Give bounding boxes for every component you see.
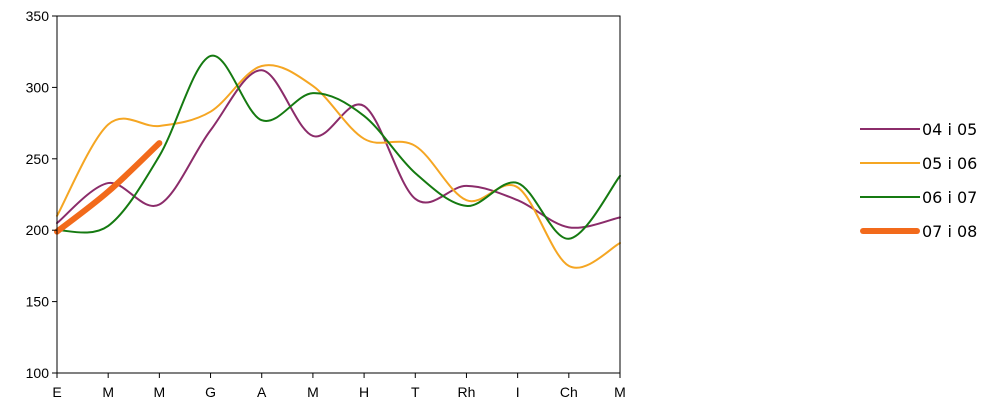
series-line-4 xyxy=(54,140,163,235)
x-tick-label: Ch xyxy=(560,384,578,400)
plot-frame xyxy=(56,15,621,374)
legend-swatch xyxy=(860,226,920,236)
y-tick-label: 350 xyxy=(26,8,50,24)
legend-item: 04 i 05 xyxy=(860,112,977,146)
legend-item: 07 i 08 xyxy=(860,214,977,248)
x-tick-label: M xyxy=(307,384,319,400)
series-line-2 xyxy=(56,64,621,269)
x-tick-label: T xyxy=(411,384,420,400)
x-tick-label: M xyxy=(154,384,166,400)
legend-swatch xyxy=(860,192,920,202)
y-tick-label: 200 xyxy=(26,222,50,238)
x-tick-label: E xyxy=(52,384,61,400)
y-tick-label: 100 xyxy=(26,365,50,381)
legend-label: 07 i 08 xyxy=(922,221,978,241)
y-tick-label: 250 xyxy=(26,151,50,167)
legend-label: 04 i 05 xyxy=(922,119,978,139)
series-line-3 xyxy=(56,54,621,240)
x-tick-label: I xyxy=(516,384,520,400)
legend-label: 06 i 07 xyxy=(922,187,978,207)
legend: 04 i 05 05 i 06 06 i 07 07 i 08 xyxy=(860,112,977,248)
x-tick-label: G xyxy=(205,384,216,400)
legend-label: 05 i 06 xyxy=(922,153,978,173)
legend-item: 06 i 07 xyxy=(860,180,977,214)
x-tick-label: Rh xyxy=(458,384,476,400)
x-tick-label: A xyxy=(257,384,267,400)
x-tick-label: H xyxy=(359,384,369,400)
series-line-1 xyxy=(56,69,621,229)
legend-swatch xyxy=(860,158,920,168)
y-tick-label: 300 xyxy=(26,79,50,95)
x-tick-label: M xyxy=(102,384,114,400)
legend-item: 05 i 06 xyxy=(860,146,977,180)
x-tick-label: M xyxy=(614,384,626,400)
legend-swatch xyxy=(860,124,920,134)
y-tick-label: 150 xyxy=(26,294,50,310)
